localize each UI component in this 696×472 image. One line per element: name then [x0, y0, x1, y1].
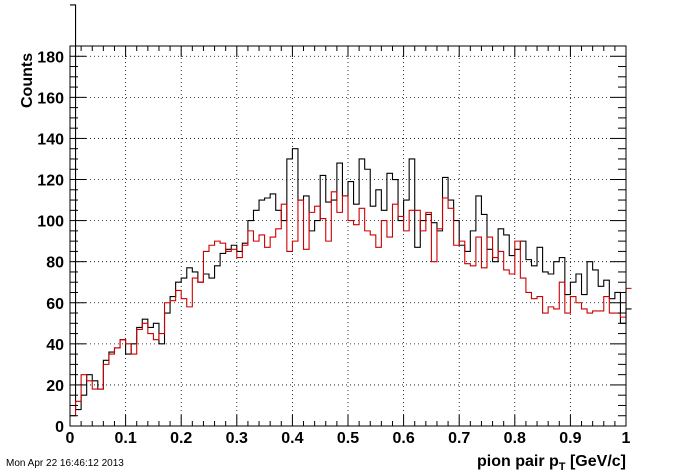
y-tick-label: 60 — [46, 296, 64, 313]
y-tick-label: 180 — [37, 49, 64, 66]
x-tick-label: 0.5 — [337, 430, 359, 447]
y-tick-label: 140 — [37, 131, 64, 148]
series-2-histogram — [70, 191, 632, 417]
axis-ticks — [69, 46, 627, 427]
x-axis-title: pion pair pT [GeV/c] — [477, 453, 626, 472]
y-tick-label: 40 — [46, 337, 64, 354]
x-tick-label: 1 — [622, 430, 631, 447]
x-tick-label: 0.3 — [226, 430, 248, 447]
x-tick-label: 0.8 — [504, 430, 526, 447]
grid-lines — [69, 46, 627, 427]
x-tick-label: 0.2 — [170, 430, 192, 447]
y-tick-label: 160 — [37, 90, 64, 107]
x-tick-label: 0.7 — [448, 430, 470, 447]
y-tick-label: 20 — [46, 378, 64, 395]
x-axis-title-main: pion pair p — [477, 453, 559, 470]
x-tick-label: 0.1 — [114, 430, 136, 447]
timestamp-label: Mon Apr 22 16:46:12 2013 — [6, 458, 124, 469]
x-tick-labels: 0 0.1 0.2 0.3 0.4 0.5 0.6 0.7 0.8 0.9 1 — [66, 430, 631, 447]
x-tick-label: 0 — [66, 430, 75, 447]
y-tick-label: 100 — [37, 214, 64, 231]
x-axis-title-subscript: T — [559, 461, 566, 472]
x-axis-title-unit: [GeV/c] — [566, 453, 626, 470]
y-tick-labels: 0 20 40 60 80 100 120 140 160 180 — [37, 49, 64, 436]
series-1-histogram — [70, 4, 632, 411]
x-tick-label: 0.6 — [392, 430, 414, 447]
y-tick-label: 0 — [55, 419, 64, 436]
y-tick-label: 80 — [46, 255, 64, 272]
y-tick-label: 120 — [37, 173, 64, 190]
x-tick-label: 0.9 — [559, 430, 581, 447]
series-layer — [70, 4, 632, 417]
y-axis-title: Counts — [19, 53, 36, 108]
x-tick-label: 0.4 — [281, 430, 303, 447]
